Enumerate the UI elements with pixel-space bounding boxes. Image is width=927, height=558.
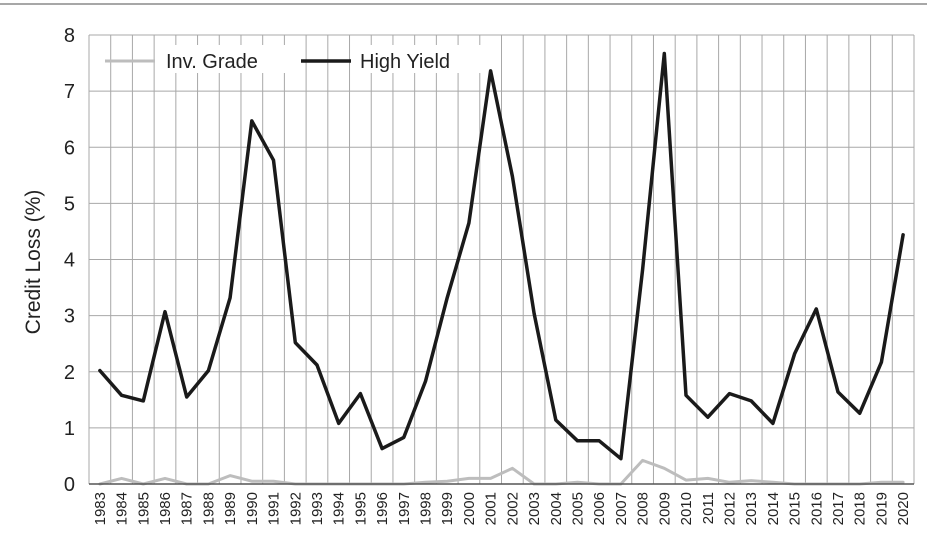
x-tick-label: 2015: [787, 492, 804, 525]
x-tick-label: 1987: [179, 492, 196, 525]
x-tick-label: 1999: [439, 492, 456, 525]
x-tick-label: 2005: [569, 492, 586, 525]
x-tick-label: 1998: [418, 492, 435, 525]
y-tick-label: 2: [64, 362, 75, 384]
x-tick-label: 1984: [114, 492, 131, 525]
x-tick-label: 2008: [635, 492, 652, 525]
series-line-high-yield: [98, 51, 905, 461]
legend-background: [160, 45, 287, 73]
x-tick-label: 1994: [331, 492, 348, 525]
x-tick-label: 1985: [135, 492, 152, 525]
y-tick-label: 1: [64, 418, 75, 440]
legend-label: Inv. Grade: [166, 51, 258, 73]
y-tick-label: 8: [64, 25, 75, 47]
x-tick-label: 2019: [873, 492, 890, 525]
x-tick-label: 2010: [678, 492, 695, 525]
x-tick-label: 1988: [200, 492, 217, 525]
series-layer: [98, 51, 905, 486]
x-tick-label: 2001: [483, 492, 500, 525]
x-tick-label: 2003: [526, 492, 543, 525]
x-tick-label: 2013: [743, 492, 760, 525]
x-tick-label: 2014: [765, 492, 782, 525]
y-tick-label: 5: [64, 193, 75, 215]
x-tick-label: 2006: [591, 492, 608, 525]
x-tick-label: 2012: [721, 492, 738, 525]
x-tick-label: 2016: [808, 492, 825, 525]
x-tick-label: 2009: [656, 492, 673, 525]
series-line-inv-grade: [98, 458, 905, 486]
y-tick-label: 4: [64, 250, 75, 272]
x-tick-label: 1996: [374, 492, 391, 525]
y-tick-label: 7: [64, 81, 75, 103]
y-axis-label: Credit Loss (%): [22, 190, 45, 335]
x-tick-label: 1995: [352, 492, 369, 525]
x-tick-label: 2011: [700, 492, 717, 524]
x-tick-label: 1992: [287, 492, 304, 525]
x-tick-label: 2018: [852, 492, 869, 525]
x-tick-label: 2017: [830, 492, 847, 525]
axis-layer: 0 1 2 3 4 5 6 7 8 1983 1984 1985 1986 1987 1988 1989 199…: [64, 25, 914, 525]
x-tick-label: 2004: [548, 492, 565, 525]
legend-label: High Yield: [360, 51, 450, 73]
x-tick-label: 1993: [309, 492, 326, 525]
x-tick-label: 1990: [244, 492, 261, 525]
x-tick-label: 1989: [222, 492, 239, 525]
x-tick-label: 1983: [92, 492, 109, 525]
x-tick-label: 1991: [266, 492, 283, 525]
x-tick-label: 2000: [461, 492, 478, 525]
x-tick-label: 2020: [895, 492, 912, 525]
x-tick-label: 1986: [157, 492, 174, 525]
x-tick-label: 1997: [396, 492, 413, 525]
y-tick-label: 0: [64, 474, 75, 496]
y-tick-label: 3: [64, 306, 75, 328]
x-tick-label: 2007: [613, 492, 630, 525]
legend-background: [354, 45, 481, 73]
legend: Inv. Grade High Yield: [105, 45, 481, 73]
x-tick-label: 2002: [504, 492, 521, 525]
y-tick-label: 6: [64, 137, 75, 159]
